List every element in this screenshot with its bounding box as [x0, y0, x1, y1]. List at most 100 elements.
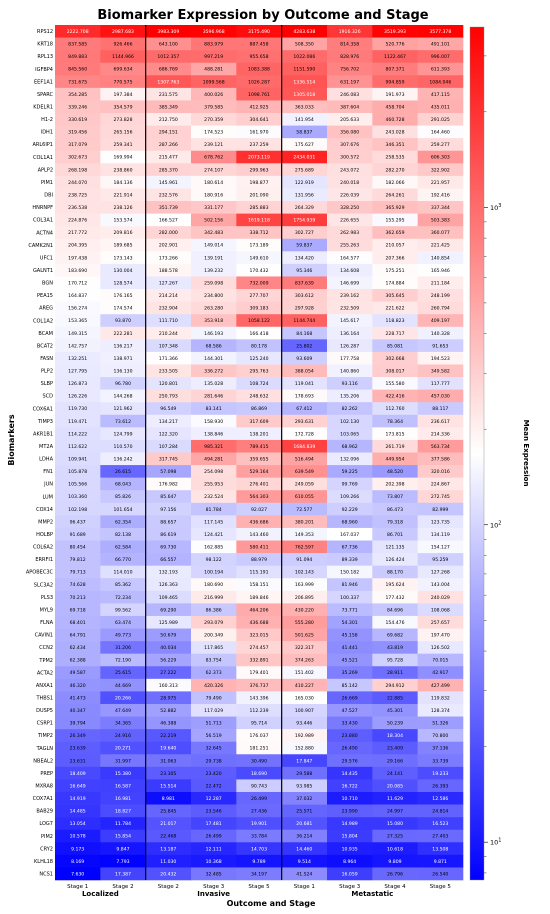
heatmap-cell — [145, 75, 192, 89]
cell-value-label: 79.490 — [206, 695, 222, 701]
cell-value-label: 42.917 — [432, 670, 448, 676]
cell-value-label: 154.127 — [431, 545, 450, 551]
cell-value-label: 23.880 — [342, 733, 358, 739]
heatmap-cell — [372, 716, 418, 730]
heatmap-cell — [372, 741, 418, 755]
heatmap-cell — [145, 603, 192, 617]
cell-value-label: 58.837 — [296, 130, 312, 136]
cell-value-label: 488.281 — [204, 67, 223, 73]
cell-value-label: 221.425 — [431, 243, 450, 249]
cell-value-label: 155.295 — [386, 218, 405, 224]
heatmap-cell — [100, 251, 146, 265]
cell-value-label: 631.197 — [340, 79, 359, 85]
cell-value-label: 339.246 — [68, 104, 87, 110]
cell-value-label: 112.622 — [68, 444, 87, 450]
cell-value-label: 563.734 — [431, 444, 450, 450]
heatmap-cell — [100, 615, 146, 629]
heatmap-cell — [372, 402, 418, 416]
cell-value-label: 287.266 — [159, 142, 178, 148]
row-label: LDHA — [39, 457, 53, 463]
heatmap-cell — [281, 741, 328, 755]
cell-value-label: 762.597 — [295, 545, 314, 551]
cell-value-label: 828.976 — [340, 54, 359, 60]
heatmap-cell — [236, 691, 282, 705]
cell-value-label: 163.999 — [295, 582, 314, 588]
heatmap-cell — [191, 339, 237, 353]
cell-value-label: 117.029 — [204, 708, 223, 714]
heatmap-cell — [100, 527, 146, 541]
cell-value-label: 11.030 — [160, 859, 176, 865]
cell-value-label: 85.142 — [342, 683, 358, 689]
cell-value-label: 25.615 — [115, 670, 131, 676]
heatmap-cell — [55, 402, 101, 416]
heatmap-cell — [100, 766, 146, 780]
cell-value-label: 114.010 — [114, 570, 133, 576]
cell-value-label: 27.325 — [387, 834, 403, 840]
heatmap-cell — [191, 502, 237, 516]
heatmap-cell — [100, 439, 146, 453]
heatmap-cell — [236, 791, 282, 805]
heatmap-cell — [327, 339, 373, 353]
row-label: CRY2 — [40, 846, 53, 852]
row-label: BCAM — [38, 331, 53, 337]
cell-value-label: 297.928 — [295, 306, 314, 312]
heatmap-cell — [55, 678, 101, 692]
heatmap-cell — [236, 289, 282, 302]
heatmap-cell — [55, 515, 101, 529]
cell-value-label: 494.281 — [204, 456, 223, 462]
heatmap-cell — [55, 37, 101, 51]
heatmap-cell — [55, 716, 101, 730]
cell-value-label: 262.983 — [340, 230, 359, 236]
cell-value-label: 1026.287 — [248, 79, 270, 85]
heatmap-cell — [55, 100, 101, 114]
cell-value-label: 212.750 — [159, 117, 178, 123]
heatmap-cell — [100, 301, 146, 315]
cell-value-label: 1754.939 — [293, 218, 315, 224]
cell-value-label: 126.424 — [386, 557, 405, 563]
cell-value-label: 40.034 — [160, 645, 176, 651]
cell-value-label: 346.351 — [386, 142, 405, 148]
cell-value-label: 226.039 — [340, 192, 359, 198]
cell-value-label: 54.301 — [342, 620, 358, 626]
heatmap-cell — [145, 364, 192, 378]
heatmap-cell — [55, 477, 101, 491]
heatmap-cell — [236, 326, 282, 340]
cell-value-label: 93.985 — [296, 783, 312, 789]
cell-value-label: 70.213 — [70, 595, 86, 601]
heatmap-cell — [417, 553, 464, 566]
cell-value-label: 320.016 — [431, 469, 450, 475]
heatmap-cell — [327, 414, 373, 428]
cell-value-label: 93.446 — [296, 721, 312, 727]
cell-value-label: 139.191 — [204, 255, 223, 261]
cell-value-label: 7.793 — [116, 859, 129, 865]
heatmap-cell — [191, 213, 237, 227]
heatmap-cell — [145, 729, 192, 742]
row-label: APOBEC3C — [26, 570, 54, 576]
cell-value-label: 117.145 — [204, 519, 223, 525]
heatmap-cell — [100, 87, 146, 101]
heatmap-cell — [236, 527, 282, 541]
cell-value-label: 29.166 — [387, 758, 403, 764]
cell-value-label: 150.182 — [340, 570, 359, 576]
cell-value-label: 85.647 — [160, 494, 176, 500]
heatmap-cell — [145, 854, 192, 868]
heatmap-cell — [417, 62, 464, 76]
heatmap-cell — [417, 452, 464, 466]
cell-value-label: 79.318 — [387, 519, 403, 525]
heatmap-cell — [372, 377, 418, 390]
heatmap-cell — [55, 540, 101, 554]
cell-value-label: 136.217 — [114, 343, 133, 349]
heatmap-cell — [281, 628, 328, 642]
cell-value-label: 17.387 — [115, 871, 131, 877]
cell-value-label: 57.098 — [160, 469, 176, 475]
cell-value-label: 564.303 — [250, 494, 269, 500]
row-label: CCN2 — [39, 645, 53, 651]
cell-value-label: 115.191 — [250, 570, 269, 576]
cell-value-label: 270.359 — [204, 117, 223, 123]
cell-value-label: 238.860 — [114, 167, 133, 173]
heatmap-cell — [55, 113, 101, 126]
heatmap-cell — [100, 791, 146, 805]
heatmap-cell — [417, 465, 464, 478]
cell-value-label: 436.688 — [250, 620, 269, 626]
cell-value-label: 330.619 — [68, 117, 87, 123]
